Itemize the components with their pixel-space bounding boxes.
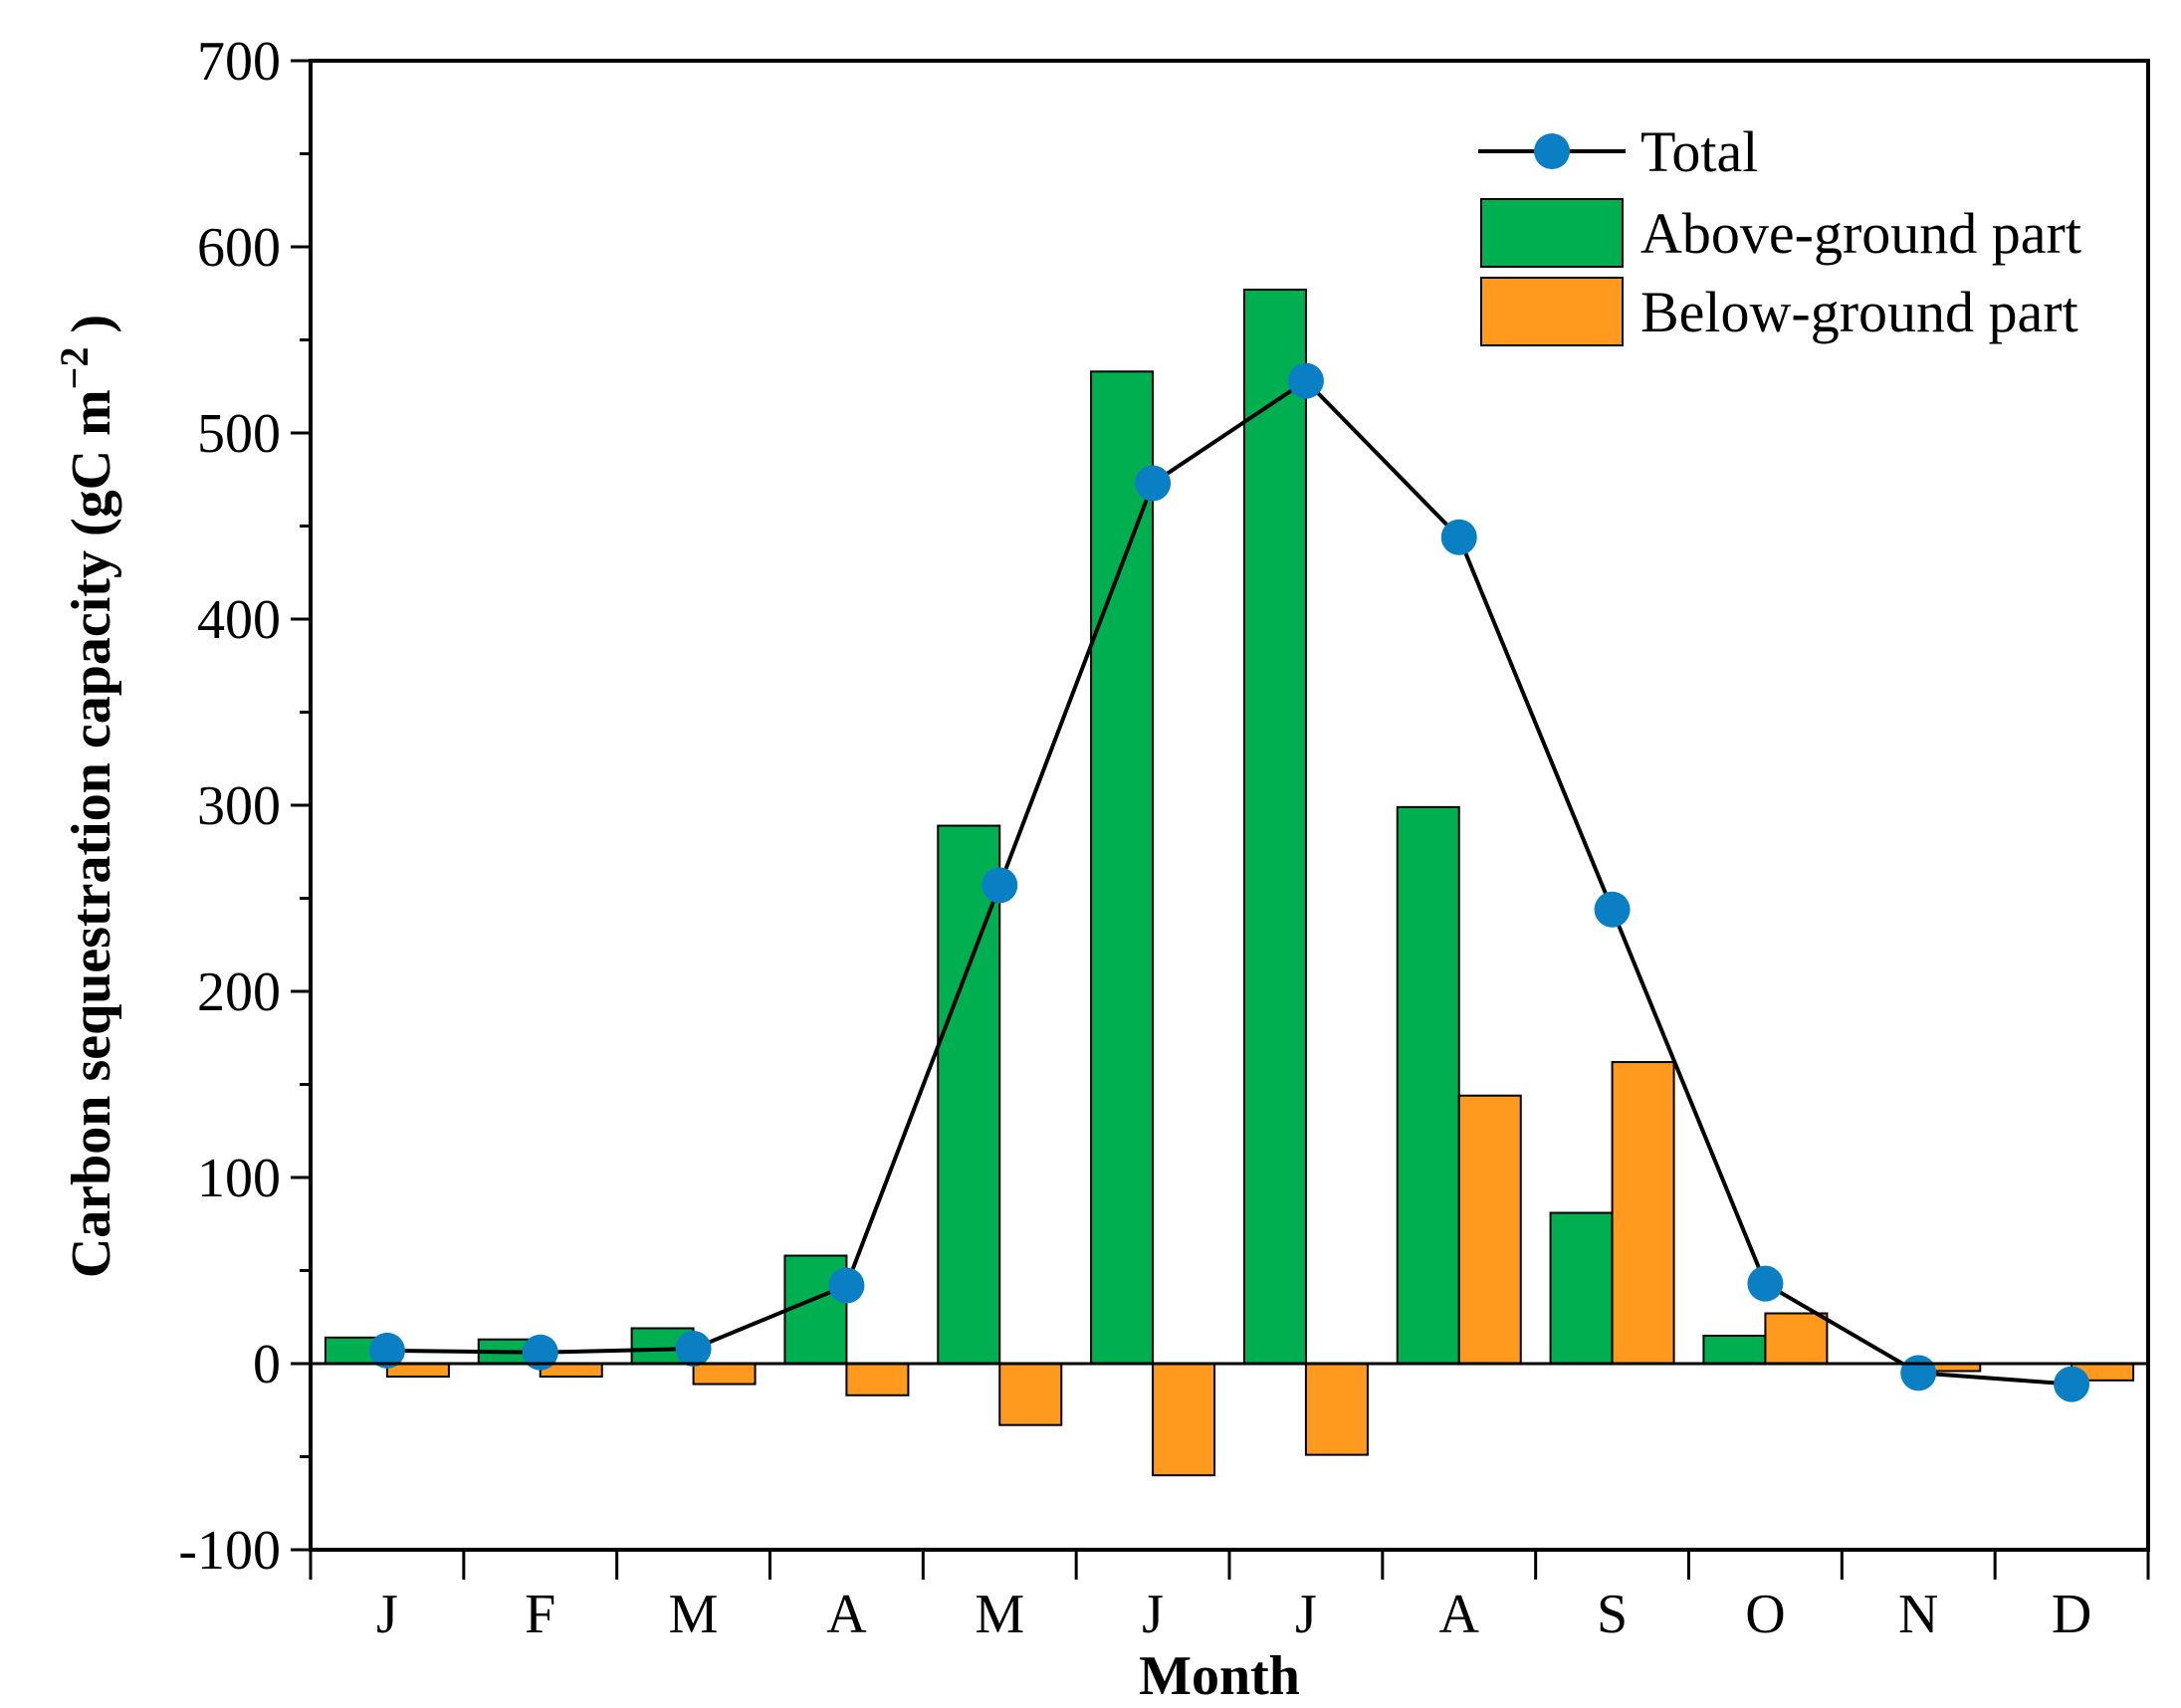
- bar-below-ground-10: [1764, 1312, 1829, 1366]
- legend-swatch-above-ground: [1480, 198, 1624, 268]
- legend-label-below-ground: Below-ground part: [1640, 280, 2078, 344]
- y-tick-label: 100: [197, 1148, 281, 1209]
- bar-above-ground-8: [1396, 805, 1460, 1365]
- total-point-6: [1135, 465, 1172, 502]
- y-tick-label: 300: [197, 775, 281, 837]
- legend-total-marker: [1534, 133, 1570, 169]
- y-tick-label: 0: [253, 1334, 281, 1395]
- ticks-layer: -100 0 100 200 300 400 500 600 700 J F M A M J J A S O N D: [178, 31, 2150, 1645]
- total-point-7: [1287, 362, 1324, 399]
- x-tick-label: A: [1439, 1584, 1480, 1645]
- x-tick-label: D: [2052, 1584, 2091, 1645]
- x-tick-label: J: [376, 1584, 398, 1645]
- y-axis-title: Carbon sequestration capacity (gC m−2 ): [52, 315, 122, 1278]
- bar-below-ground-6: [1152, 1363, 1216, 1477]
- bars-layer: [324, 289, 2135, 1477]
- y-tick-label: 500: [197, 403, 281, 465]
- bar-above-ground-6: [1090, 370, 1155, 1366]
- legend-swatch-below-ground: [1480, 277, 1624, 346]
- bar-below-ground-5: [998, 1363, 1063, 1426]
- bar-below-ground-3: [692, 1363, 757, 1386]
- total-point-5: [981, 867, 1018, 904]
- y-axis-title-superscript: −2: [52, 347, 97, 390]
- y-tick-label: 200: [197, 961, 281, 1023]
- total-point-10: [1747, 1265, 1784, 1302]
- total-point-11: [1900, 1355, 1937, 1391]
- total-point-2: [522, 1334, 558, 1371]
- legend-label-total: Total: [1640, 119, 1758, 184]
- y-tick-label: 400: [197, 589, 281, 651]
- x-tick-label: J: [1142, 1584, 1164, 1645]
- x-tick-label: N: [1898, 1584, 1938, 1645]
- y-tick-label: -100: [178, 1520, 281, 1582]
- y-tick-label: 700: [197, 31, 281, 93]
- x-tick-label: A: [826, 1584, 867, 1645]
- legend-label-above-ground: Above-ground part: [1640, 201, 2081, 266]
- total-point-12: [2054, 1366, 2090, 1402]
- x-tick-label: J: [1295, 1584, 1317, 1645]
- x-tick-label: M: [975, 1584, 1024, 1645]
- total-line-layer: [368, 362, 2090, 1402]
- total-point-1: [368, 1332, 405, 1369]
- bar-below-ground-8: [1457, 1094, 1522, 1365]
- bar-below-ground-9: [1611, 1061, 1675, 1366]
- y-axis-title-main: Carbon sequestration capacity (gC m: [61, 389, 122, 1278]
- bar-above-ground-10: [1702, 1334, 1767, 1365]
- x-tick-label: O: [1745, 1584, 1785, 1645]
- total-point-9: [1594, 891, 1631, 928]
- bar-below-ground-4: [845, 1363, 910, 1396]
- total-point-4: [828, 1267, 865, 1304]
- x-tick-label: F: [525, 1584, 555, 1645]
- y-tick-label: 600: [197, 217, 281, 279]
- y-axis-title-close: ): [61, 315, 122, 347]
- bar-above-ground-7: [1242, 289, 1307, 1365]
- legend: Total Above-ground part Below-ground par…: [1478, 119, 2081, 346]
- x-axis-title: Month: [1139, 1645, 1300, 1707]
- x-tick-label: S: [1597, 1584, 1628, 1645]
- x-tick-label: M: [669, 1584, 719, 1645]
- total-point-3: [675, 1331, 712, 1368]
- total-point-8: [1440, 519, 1477, 555]
- bar-below-ground-7: [1304, 1363, 1369, 1456]
- total-line: [386, 378, 2072, 1387]
- bar-above-ground-9: [1549, 1211, 1614, 1366]
